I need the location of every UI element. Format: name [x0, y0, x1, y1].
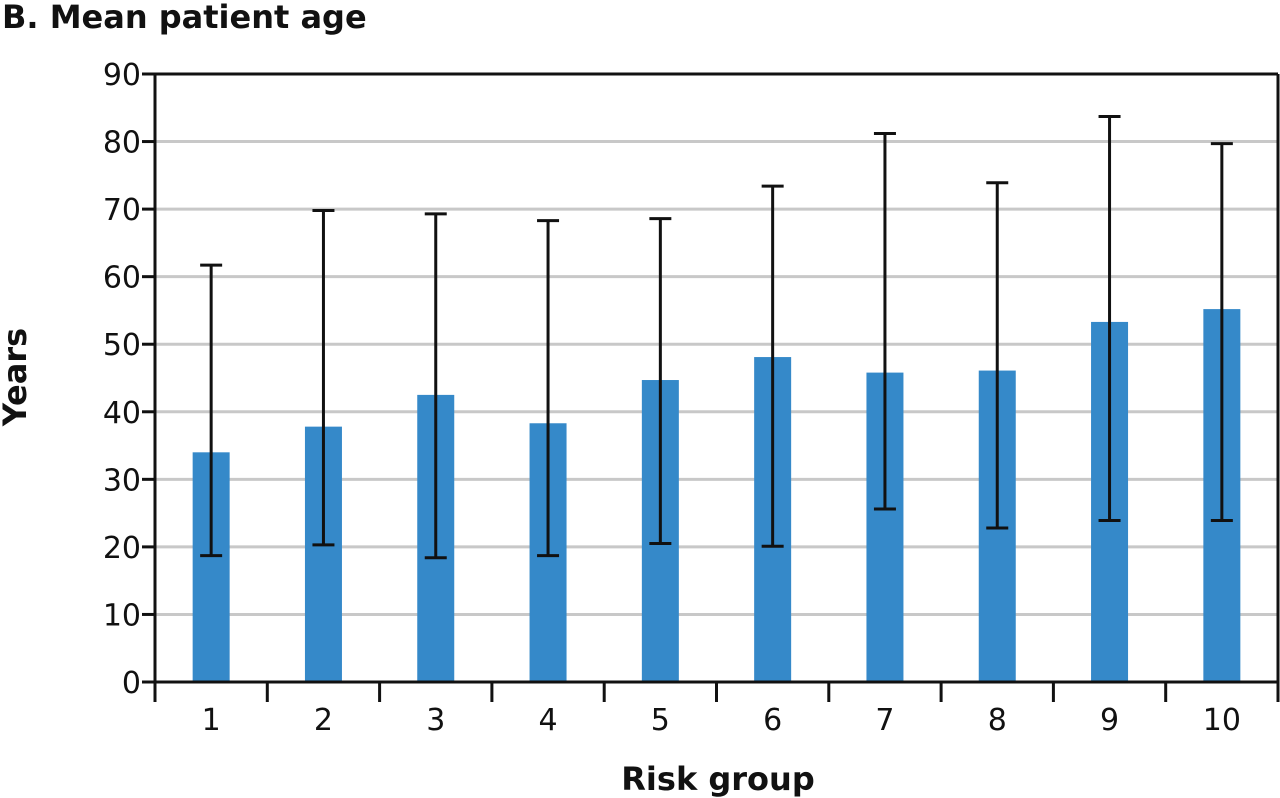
x-axis-ticks: 1 2 3 4 5 6 7 8 9 10 — [153, 682, 1280, 738]
bar-series — [192, 309, 1241, 682]
x-tick-label: 3 — [426, 703, 445, 738]
y-tick-label: 60 — [103, 261, 141, 296]
x-tick-label: 8 — [988, 703, 1007, 738]
x-axis-label: Risk group — [621, 760, 814, 798]
x-tick-label: 5 — [651, 703, 670, 738]
x-tick-label: 10 — [1203, 703, 1241, 738]
x-tick-label: 2 — [314, 703, 333, 738]
y-tick-label: 0 — [122, 666, 141, 701]
y-tick-label: 30 — [103, 463, 141, 498]
x-tick-label: 9 — [1100, 703, 1119, 738]
x-tick-label: 6 — [763, 703, 782, 738]
y-tick-label: 20 — [103, 531, 141, 566]
x-tick-label: 4 — [539, 703, 558, 738]
y-tick-label: 40 — [103, 396, 141, 431]
x-tick-label: 1 — [202, 703, 221, 738]
chart-title: B. Mean patient age — [2, 0, 367, 36]
x-tick-label: 7 — [875, 703, 894, 738]
y-tick-label: 50 — [103, 328, 141, 363]
y-axis-label: Years — [0, 328, 34, 427]
y-tick-label: 90 — [103, 58, 141, 93]
y-tick-label: 70 — [103, 193, 141, 228]
error-bars — [200, 115, 1233, 560]
y-tick-label: 80 — [103, 126, 141, 161]
y-axis-ticks: 0 10 20 30 40 50 60 70 80 90 — [103, 58, 155, 701]
y-tick-label: 10 — [103, 598, 141, 633]
